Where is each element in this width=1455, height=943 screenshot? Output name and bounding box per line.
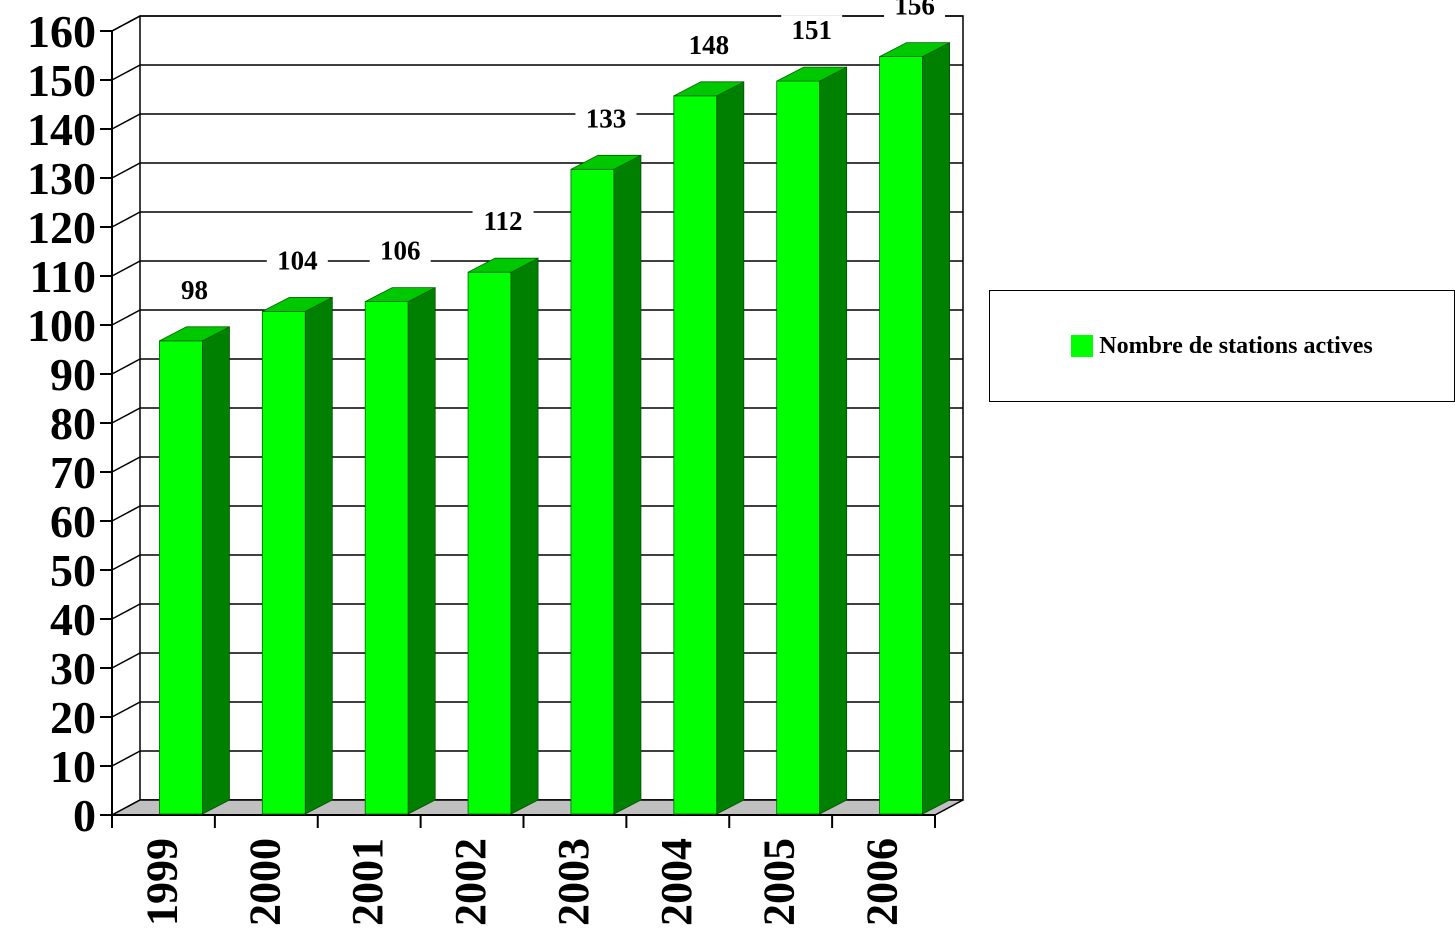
bars: [159, 41, 950, 815]
data-label: 98: [181, 275, 208, 305]
x-tick-label: 2004: [652, 838, 701, 926]
gridline-side: [111, 64, 141, 81]
gridline-side: [111, 162, 141, 179]
data-label: 106: [380, 236, 421, 266]
y-tick-label: 30: [50, 643, 96, 694]
y-tick-label: 70: [50, 447, 96, 498]
data-label-bg: [781, 15, 843, 50]
bar-top: [673, 81, 744, 97]
bar-top: [570, 154, 642, 170]
bar-front: [364, 301, 409, 815]
bar-top: [159, 326, 230, 342]
y-tick-label: 40: [50, 594, 96, 645]
bar-side: [613, 154, 642, 815]
gridline-side: [111, 456, 141, 473]
bar-top: [365, 287, 436, 303]
y-tick-label: 120: [27, 202, 96, 253]
bar-side: [304, 296, 333, 815]
data-label-bg: [678, 29, 740, 64]
gridline-side: [111, 15, 141, 32]
bar-front: [879, 56, 923, 815]
bar-front: [159, 340, 203, 815]
gridline-side: [111, 701, 141, 718]
bar-top: [262, 296, 333, 312]
data-label: 112: [484, 206, 523, 236]
bar: [570, 154, 642, 815]
x-tick-label: 2000: [240, 838, 289, 926]
gridline-side: [111, 211, 141, 228]
data-label: 156: [894, 0, 935, 21]
data-label-bg: [266, 245, 328, 280]
bar-side: [407, 286, 436, 815]
bar: [467, 257, 539, 815]
data-label-bg: [369, 235, 431, 270]
y-tick-label: 20: [50, 692, 96, 743]
bar-side: [819, 66, 848, 815]
gridline-side: [111, 505, 141, 522]
data-label-bg: [884, 0, 946, 25]
bar-front: [467, 271, 512, 815]
bar-top: [879, 42, 950, 57]
bar-front: [261, 310, 306, 815]
bar-front: [570, 168, 615, 815]
bar-side: [716, 81, 745, 815]
y-tick-label: 80: [50, 398, 96, 449]
gridline-side: [111, 750, 141, 767]
y-tick-label: 150: [27, 55, 96, 106]
bar: [364, 286, 436, 815]
gridline-side: [111, 603, 141, 620]
bar: [261, 296, 333, 815]
bar-front: [673, 95, 718, 815]
data-label: 151: [791, 15, 832, 45]
y-tick-label: 130: [27, 153, 96, 204]
x-tick-label: 2006: [858, 838, 907, 926]
y-tick-label: 0: [73, 790, 96, 841]
bar: [159, 326, 230, 815]
bar: [776, 66, 848, 815]
x-tick-label: 1999: [137, 838, 186, 926]
bar-front: [776, 80, 821, 815]
y-tick-label: 100: [27, 300, 96, 351]
gridline-side: [111, 113, 141, 130]
gridline-side: [111, 407, 141, 424]
data-label-bg: [575, 103, 637, 138]
x-tick-label: 2002: [446, 838, 495, 926]
bar-top: [776, 66, 847, 82]
y-tick-label: 90: [50, 349, 96, 400]
data-label: 104: [277, 245, 318, 275]
data-labels: 98 104 106 112 133 148 151 156: [171, 0, 946, 309]
x-tick-label: 2005: [755, 838, 804, 926]
gridline-side: [111, 554, 141, 571]
x-tick-label: 2001: [343, 838, 392, 926]
gridline-side: [111, 358, 141, 375]
data-label: 133: [586, 103, 627, 133]
bar: [673, 81, 745, 815]
y-tick-label: 140: [27, 104, 96, 155]
legend-swatch: [1071, 335, 1094, 357]
gridline-side: [111, 309, 141, 326]
y-tick-label: 160: [27, 6, 96, 57]
bar-side: [202, 326, 230, 815]
legend: Nombre de stations actives: [989, 290, 1455, 402]
data-label: 148: [689, 30, 730, 60]
bar: [879, 41, 950, 815]
x-tick-label: 2003: [549, 838, 598, 926]
bar-side: [510, 257, 539, 815]
bar-side: [922, 41, 950, 815]
legend-label: Nombre de stations actives: [1099, 332, 1373, 359]
data-label-bg: [171, 274, 218, 309]
y-tick-label: 110: [30, 251, 96, 302]
gridline-side: [111, 260, 141, 277]
bar-top: [467, 257, 539, 273]
x-axis-ticks: 1999 2000 2001 2002 2003 2004 2005 2006: [111, 815, 936, 926]
y-tick-label: 10: [50, 741, 96, 792]
data-label-bg: [472, 206, 534, 241]
gridline-side: [111, 652, 141, 669]
y-tick-label: 60: [50, 496, 96, 547]
y-tick-label: 50: [50, 545, 96, 596]
